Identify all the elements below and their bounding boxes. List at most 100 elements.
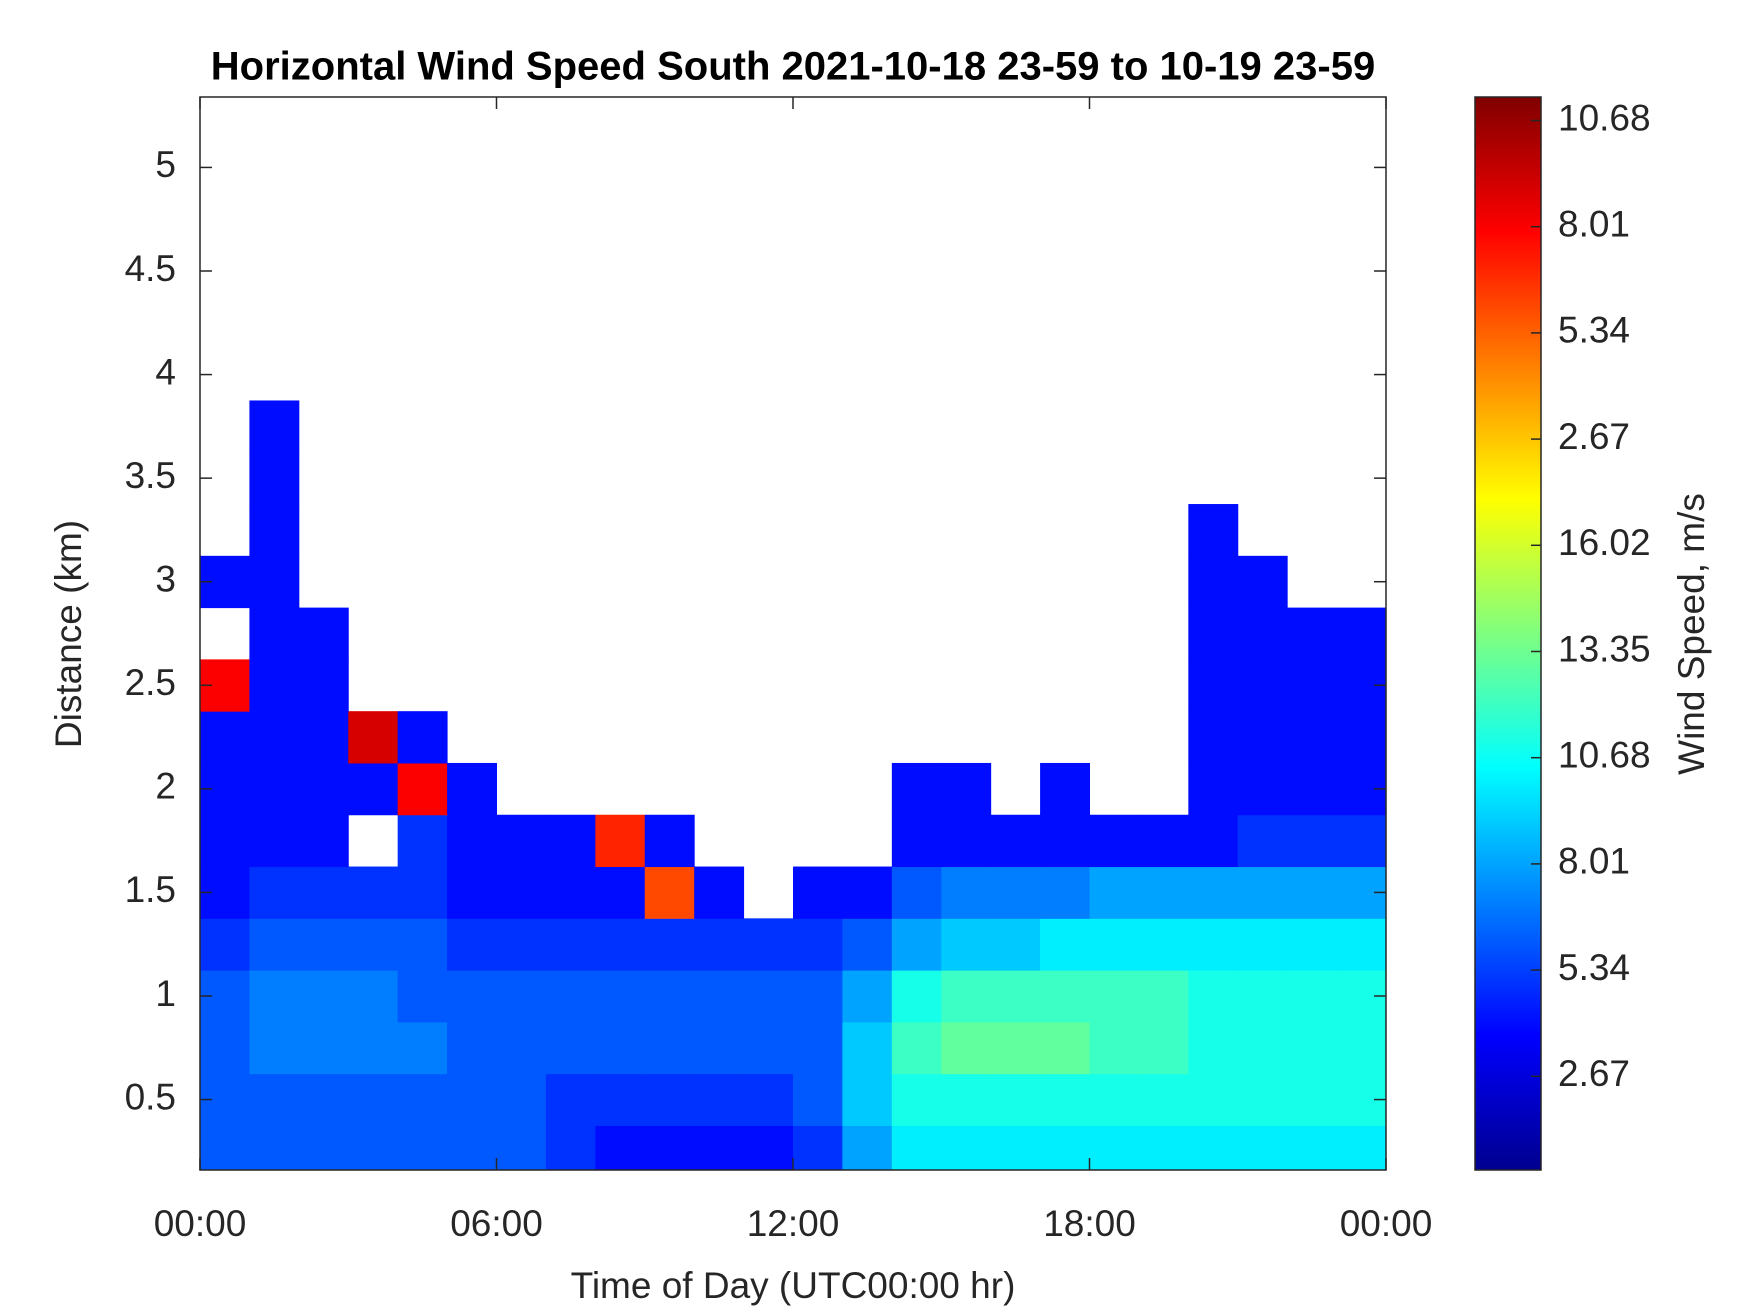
heat-cell xyxy=(743,1021,794,1075)
heat-cell xyxy=(1138,1073,1189,1126)
x-tick-label: 06:00 xyxy=(450,1203,543,1244)
heat-cell xyxy=(1089,1125,1140,1170)
heat-cell xyxy=(941,762,992,816)
heat-cell xyxy=(1188,1021,1239,1075)
heat-cell xyxy=(1237,1073,1288,1126)
y-tick-label: 3.5 xyxy=(125,455,176,496)
heat-cell xyxy=(842,970,893,1023)
heat-cell xyxy=(545,1073,596,1126)
heat-cell xyxy=(1188,659,1239,712)
heat-cell xyxy=(941,814,992,868)
heat-cell xyxy=(348,1021,399,1075)
heat-cell xyxy=(793,1073,843,1126)
heat-cell xyxy=(1336,711,1386,764)
heat-cell xyxy=(644,866,695,919)
heat-cell xyxy=(694,918,745,971)
colorbar-tick-label: 5.34 xyxy=(1558,310,1630,351)
heat-cell xyxy=(990,1073,1041,1126)
heat-cell xyxy=(1336,1125,1386,1170)
colorbar-tick-label: 8.01 xyxy=(1558,203,1630,244)
heat-cell xyxy=(545,970,596,1023)
heat-cell xyxy=(200,711,250,764)
heat-cell xyxy=(348,762,399,816)
heat-cell xyxy=(1138,814,1189,868)
heat-cell xyxy=(249,504,300,557)
heat-cell xyxy=(1188,918,1239,971)
heat-cell xyxy=(595,1125,646,1170)
y-tick-label: 4.5 xyxy=(125,248,176,289)
heat-cell xyxy=(842,1125,893,1170)
heat-cell xyxy=(1336,1021,1386,1075)
heat-cell xyxy=(249,555,300,609)
heat-cell xyxy=(298,659,349,712)
y-tick-label: 5 xyxy=(155,144,176,185)
heat-cell xyxy=(200,918,250,971)
heat-cell xyxy=(447,1125,497,1170)
heat-cell xyxy=(397,1021,448,1075)
heat-cell xyxy=(397,1073,448,1126)
heat-cell xyxy=(298,711,349,764)
heat-cell xyxy=(1040,918,1090,971)
y-tick-label: 2.5 xyxy=(125,662,176,703)
heat-cell xyxy=(644,970,695,1023)
heat-cell xyxy=(249,970,300,1023)
heat-cell xyxy=(348,918,399,971)
heat-cell xyxy=(842,866,893,919)
colorbar-tick-label: 10.68 xyxy=(1558,97,1651,138)
heat-cell xyxy=(298,970,349,1023)
heat-cell xyxy=(1237,814,1288,868)
heat-cell xyxy=(694,1021,745,1075)
heat-cell xyxy=(348,970,399,1023)
heat-cell xyxy=(1237,918,1288,971)
heat-cell xyxy=(1237,1021,1288,1075)
heat-cell xyxy=(793,918,843,971)
heat-cell xyxy=(1237,607,1288,660)
heat-cell xyxy=(1287,1021,1338,1075)
heat-cell xyxy=(447,918,497,971)
heat-cell xyxy=(595,814,646,868)
heat-cell xyxy=(397,970,448,1023)
heat-cell xyxy=(298,607,349,660)
heat-cell xyxy=(249,814,300,868)
heat-cell xyxy=(891,866,942,919)
heat-cell xyxy=(397,866,448,919)
heat-cell xyxy=(1188,607,1239,660)
heat-cell xyxy=(1237,659,1288,712)
heat-cell xyxy=(1336,607,1386,660)
heat-cell xyxy=(1188,504,1239,557)
heat-cell xyxy=(990,918,1041,971)
heat-cell xyxy=(793,1125,843,1170)
heat-cell xyxy=(941,1073,992,1126)
heat-cell xyxy=(496,918,547,971)
heat-cell xyxy=(249,1125,300,1170)
colorbar-tick-label: 16.02 xyxy=(1558,522,1651,563)
heat-cell xyxy=(447,970,497,1023)
heat-cell xyxy=(644,1125,695,1170)
heat-cell xyxy=(249,866,300,919)
heat-cell xyxy=(200,814,250,868)
heat-cell xyxy=(644,918,695,971)
heat-cell xyxy=(1287,814,1338,868)
heat-cell xyxy=(644,814,695,868)
heat-cell xyxy=(1040,1021,1090,1075)
y-tick-label: 4 xyxy=(155,351,176,392)
heat-cell xyxy=(990,866,1041,919)
heat-cell xyxy=(842,1021,893,1075)
heat-cell xyxy=(1040,814,1090,868)
heat-cell xyxy=(447,762,497,816)
heat-cell xyxy=(941,970,992,1023)
heat-cell xyxy=(249,1021,300,1075)
heat-cell xyxy=(595,866,646,919)
heat-cell xyxy=(298,1125,349,1170)
heat-cell xyxy=(891,762,942,816)
heat-cell xyxy=(595,918,646,971)
heat-cell xyxy=(200,1021,250,1075)
heat-cell xyxy=(941,1021,992,1075)
heat-cell xyxy=(298,1073,349,1126)
heat-cell xyxy=(348,1073,399,1126)
heat-cell xyxy=(249,452,300,505)
heat-cell xyxy=(1287,1125,1338,1170)
heat-cell xyxy=(1287,711,1338,764)
heat-cell xyxy=(694,1073,745,1126)
heat-cell xyxy=(249,918,300,971)
